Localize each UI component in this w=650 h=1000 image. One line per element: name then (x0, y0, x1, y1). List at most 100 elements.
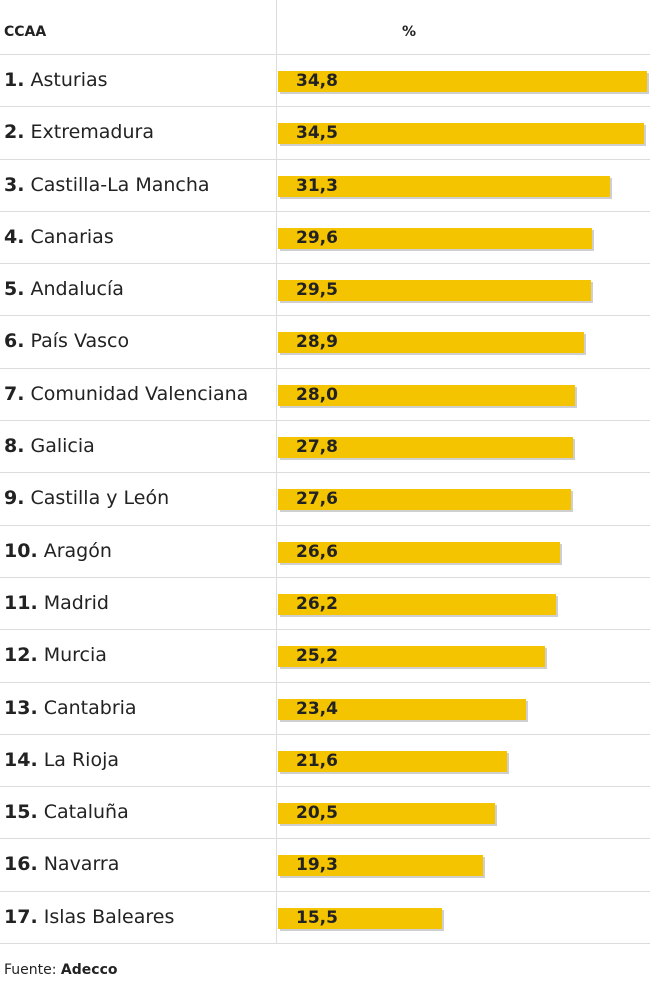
region-name: La Rioja (37, 748, 120, 771)
region-name: Canarias (24, 225, 114, 248)
rank-label: 17. (4, 905, 38, 928)
bar-row: 10. Aragón 26,6 (0, 526, 650, 578)
bar-row: 7. Comunidad Valenciana 28,0 (0, 369, 650, 422)
category-label: 4. Canarias (4, 212, 114, 263)
column-header-ccaa: CCAA (4, 24, 47, 40)
value-label: 31,3 (296, 175, 338, 196)
category-label: 17. Islas Baleares (4, 892, 174, 943)
value-label: 34,5 (296, 123, 338, 144)
rank-label: 2. (4, 121, 25, 144)
bar-row: 11. Madrid 26,2 (0, 578, 650, 631)
bar-row: 13. Cantabria 23,4 (0, 683, 650, 735)
category-label: 11. Madrid (4, 578, 109, 629)
bar-row: 16. Navarra 19,3 (0, 839, 650, 892)
region-name: Andalucía (24, 278, 124, 301)
value-label: 29,5 (296, 280, 338, 301)
bar (278, 750, 508, 772)
rank-label: 5. (4, 278, 25, 301)
rank-label: 16. (4, 853, 38, 876)
bar-row: 17. Islas Baleares 15,5 (0, 892, 650, 945)
region-name: Cantabria (37, 696, 137, 719)
value-label: 27,8 (296, 437, 338, 458)
rank-label: 7. (4, 382, 25, 405)
category-label: 15. Cataluña (4, 787, 129, 838)
rank-label: 4. (4, 225, 25, 248)
bar (278, 71, 647, 92)
bar (278, 593, 556, 615)
category-label: 12. Murcia (4, 630, 107, 681)
bar (278, 175, 610, 197)
region-name: Cataluña (37, 801, 129, 824)
region-name: Asturias (24, 69, 108, 91)
region-name: Murcia (37, 644, 107, 667)
region-name: Aragón (37, 539, 112, 562)
category-label: 13. Cantabria (4, 683, 137, 734)
bar-row: 8. Galicia 27,8 (0, 421, 650, 474)
value-label: 28,0 (296, 384, 338, 405)
value-label: 29,6 (296, 227, 338, 248)
region-name: Galicia (24, 435, 95, 458)
bar (278, 489, 571, 511)
value-label: 20,5 (296, 803, 338, 824)
column-header-percent: % (402, 24, 417, 40)
category-label: 9. Castilla y León (4, 473, 169, 524)
bar-row: 4. Canarias 29,6 (0, 212, 650, 265)
bar (278, 803, 496, 825)
column-divider (276, 0, 277, 943)
rank-label: 14. (4, 748, 38, 771)
rank-label: 9. (4, 487, 25, 510)
rank-label: 10. (4, 539, 38, 562)
bar-row: 6. País Vasco 28,9 (0, 316, 650, 369)
category-label: 10. Aragón (4, 526, 112, 577)
bar-row: 1. Asturias 34,8 (0, 55, 650, 108)
bar-row: 14. La Rioja 21,6 (0, 735, 650, 788)
value-label: 26,2 (296, 593, 338, 614)
rank-label: 13. (4, 696, 38, 719)
bar (278, 227, 592, 249)
bar-row: 12. Murcia 25,2 (0, 630, 650, 683)
rank-label: 8. (4, 435, 25, 458)
region-name: Madrid (37, 591, 109, 614)
region-name: Comunidad Valenciana (24, 382, 249, 405)
bar-row: 5. Andalucía 29,5 (0, 264, 650, 317)
bar-row: 9. Castilla y León 27,6 (0, 473, 650, 526)
source-name: Adecco (60, 962, 118, 978)
value-label: 15,5 (296, 907, 338, 928)
region-name: Castilla y León (24, 487, 170, 510)
value-label: 19,3 (296, 855, 338, 876)
bar (278, 698, 527, 720)
category-label: 8. Galicia (4, 421, 95, 472)
bar-row: 2. Extremadura 34,5 (0, 107, 650, 160)
bar-chart: CCAA % 1. Asturias 34,8 2. Extremadura 34,5… (0, 0, 650, 945)
chart-rows: 1. Asturias 34,8 2. Extremadura 34,5 3. Cast… (0, 55, 650, 945)
value-label: 26,6 (296, 541, 338, 562)
rank-label: 12. (4, 644, 38, 667)
bar (278, 907, 443, 929)
bar (278, 332, 585, 354)
region-name: Extremadura (24, 121, 154, 144)
category-label: 5. Andalucía (4, 264, 124, 315)
source-note: Fuente: Adecco (4, 962, 118, 978)
bar (278, 437, 573, 459)
bar (278, 541, 561, 563)
category-label: 2. Extremadura (4, 107, 154, 158)
rank-label: 15. (4, 801, 38, 824)
rank-label: 11. (4, 591, 38, 614)
bar (278, 855, 483, 877)
bar-row: 15. Cataluña 20,5 (0, 787, 650, 840)
category-label: 7. Comunidad Valenciana (4, 369, 248, 420)
category-label: 1. Asturias (4, 55, 108, 106)
region-name: Islas Baleares (37, 905, 175, 928)
bar (278, 123, 644, 145)
value-label: 28,9 (296, 332, 338, 353)
category-label: 14. La Rioja (4, 735, 119, 786)
category-label: 3. Castilla-La Mancha (4, 160, 210, 211)
bar-row: 3. Castilla-La Mancha 31,3 (0, 160, 650, 212)
bar (278, 646, 546, 668)
source-prefix: Fuente: (4, 962, 57, 978)
value-label: 21,6 (296, 750, 338, 771)
rank-label: 6. (4, 330, 25, 353)
region-name: Castilla-La Mancha (24, 173, 210, 196)
rank-label: 3. (4, 173, 25, 196)
category-label: 6. País Vasco (4, 316, 129, 367)
